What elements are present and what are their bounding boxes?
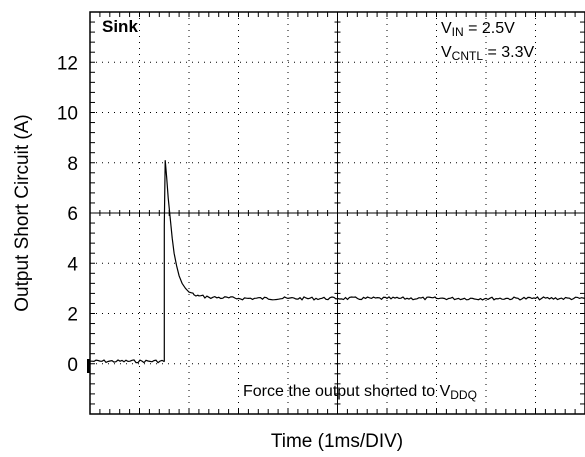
- y-tick-label: 4: [67, 254, 78, 275]
- x-axis-title: Time (1ms/DIV): [271, 431, 403, 452]
- y-tick-label: 10: [57, 104, 78, 125]
- y-tick-labels: 0 2 4 6 8 10 12: [57, 53, 79, 376]
- y-tick-label: 12: [57, 53, 78, 74]
- series-line: [90, 160, 585, 364]
- y-axis-title: Output Short Circuit (A): [12, 114, 33, 311]
- annotation-force: Force the output shorted to VDDQ: [243, 383, 477, 402]
- annotation-sink: Sink: [102, 17, 138, 36]
- annotation-vin: VIN = 2.5V: [441, 20, 515, 39]
- annotation-vcntl: VCNTL = 3.3V: [441, 44, 534, 63]
- y-tick-label: 0: [67, 355, 78, 376]
- plot-frame: [89, 11, 585, 415]
- y-tick-label: 8: [67, 154, 78, 175]
- ground-marker: [87, 359, 90, 373]
- y-tick-label: 2: [67, 305, 78, 326]
- y-tick-label: 6: [67, 204, 78, 225]
